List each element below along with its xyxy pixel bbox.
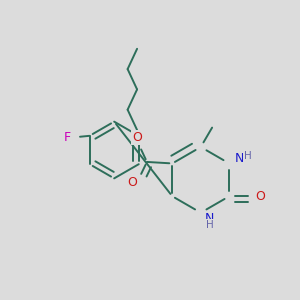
Text: H: H bbox=[206, 220, 214, 230]
Text: O: O bbox=[127, 176, 137, 189]
Text: N: N bbox=[235, 152, 244, 165]
Text: O: O bbox=[256, 190, 266, 203]
Text: N: N bbox=[205, 212, 214, 225]
Text: O: O bbox=[132, 131, 142, 144]
Text: F: F bbox=[64, 131, 71, 144]
Text: H: H bbox=[244, 151, 252, 161]
